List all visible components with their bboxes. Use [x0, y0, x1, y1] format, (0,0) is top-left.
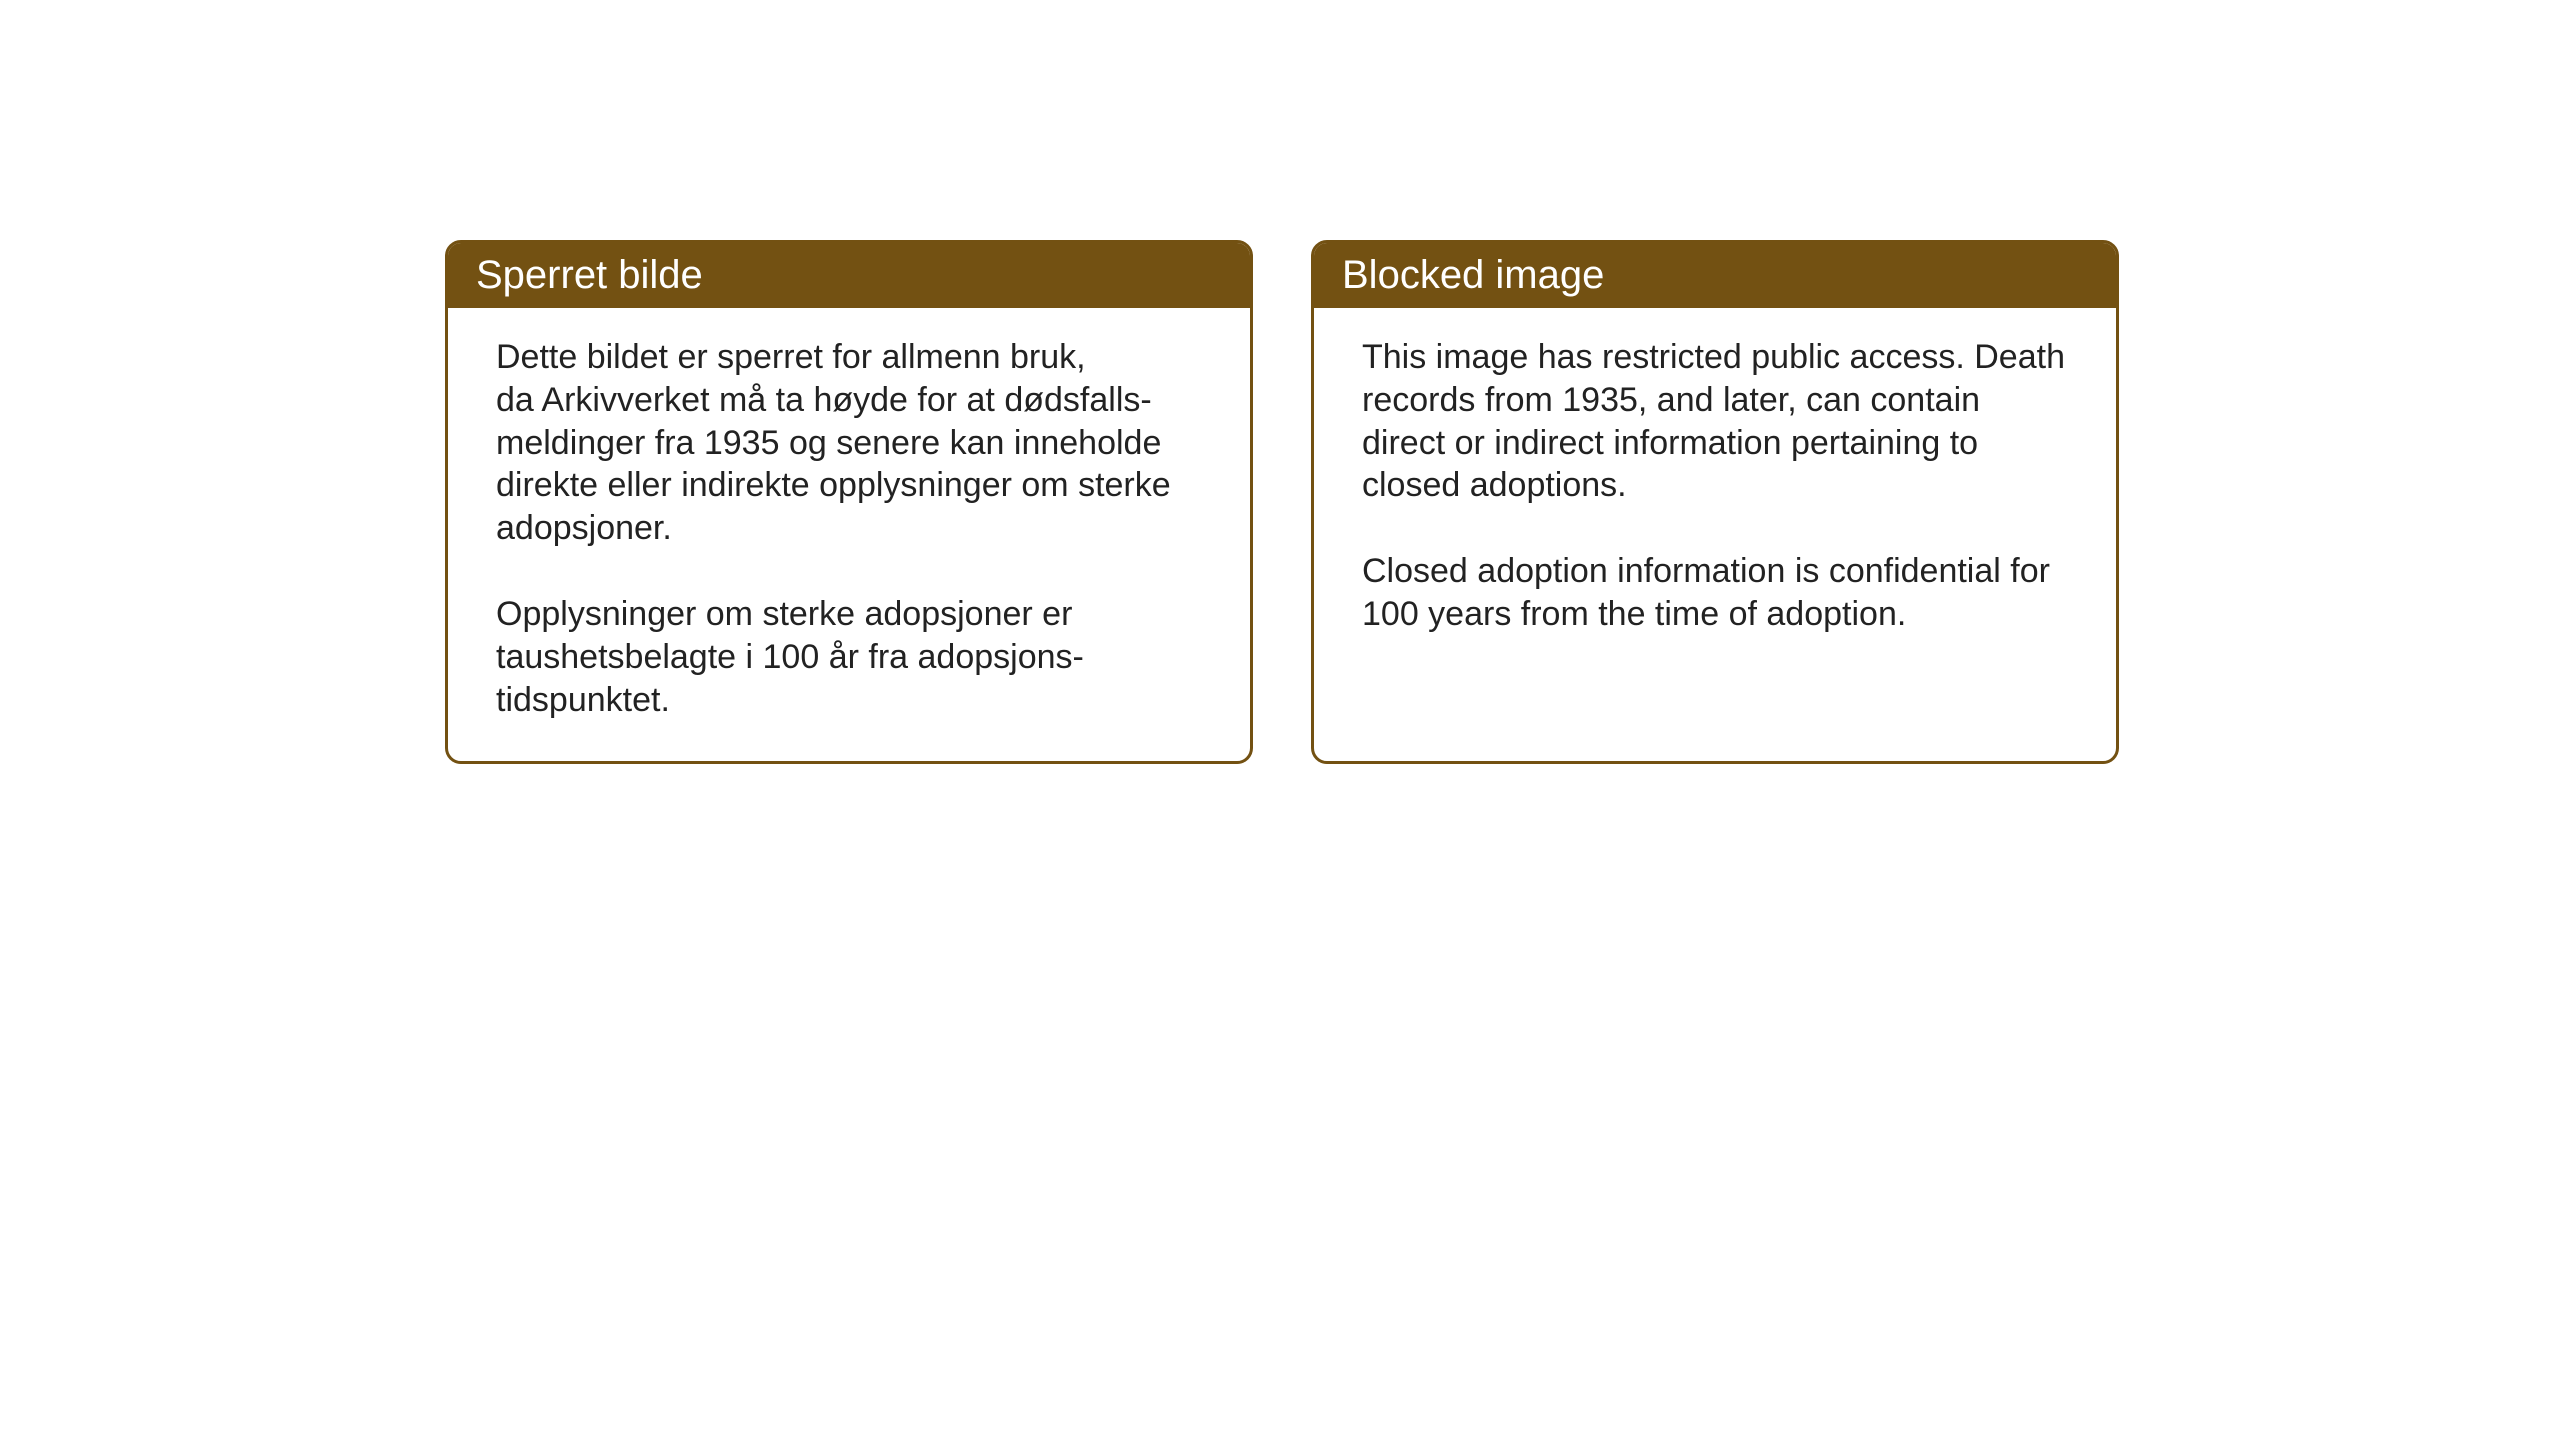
- notice-title-english: Blocked image: [1342, 253, 1604, 297]
- notice-body-norwegian: Dette bildet er sperret for allmenn bruk…: [448, 308, 1250, 761]
- notice-body-english: This image has restricted public access.…: [1314, 308, 2116, 708]
- notice-container: Sperret bilde Dette bildet er sperret fo…: [445, 240, 2119, 764]
- notice-header-english: Blocked image: [1314, 243, 2116, 308]
- notice-title-norwegian: Sperret bilde: [476, 253, 703, 297]
- notice-card-english: Blocked image This image has restricted …: [1311, 240, 2119, 764]
- notice-header-norwegian: Sperret bilde: [448, 243, 1250, 308]
- notice-card-norwegian: Sperret bilde Dette bildet er sperret fo…: [445, 240, 1253, 764]
